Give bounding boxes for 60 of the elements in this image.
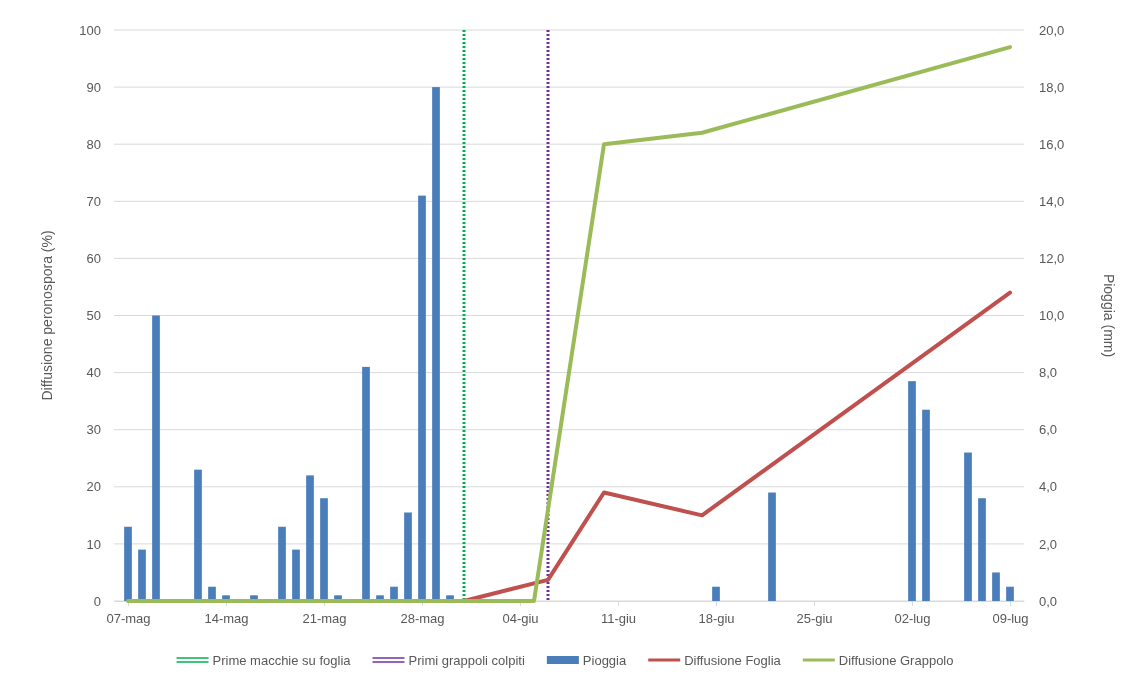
x-tick-label: 02-lug xyxy=(894,611,931,627)
bar xyxy=(320,498,328,601)
bar xyxy=(292,549,300,601)
y-tick-label: 100 xyxy=(79,22,101,38)
y2-tick-label: 0,0 xyxy=(1039,593,1058,609)
bar xyxy=(712,586,720,601)
y2-tick-label: 18,0 xyxy=(1039,79,1065,95)
y-tick-label: 0 xyxy=(93,593,101,609)
bar xyxy=(432,87,440,601)
x-tick-label: 14-mag xyxy=(204,611,249,627)
x-tick-label: 11-giu xyxy=(600,611,637,627)
line-series xyxy=(126,45,1012,603)
bar xyxy=(306,475,314,601)
y-tick-label: 40 xyxy=(86,365,101,381)
y2-tick-label: 6,0 xyxy=(1039,422,1058,438)
bar xyxy=(278,526,286,601)
bar xyxy=(768,492,776,601)
x-tick-label: 28-mag xyxy=(400,611,445,627)
y-tick-label: 80 xyxy=(86,136,101,152)
y-tick-label: 10 xyxy=(86,536,101,552)
bar xyxy=(908,381,916,601)
legend-label: Prime macchie su foglia xyxy=(212,652,352,668)
y-tick-label: 50 xyxy=(86,308,101,324)
bar xyxy=(152,315,160,601)
y-tick-label: 30 xyxy=(86,422,101,438)
y2-tick-label: 4,0 xyxy=(1039,479,1058,495)
bar xyxy=(418,195,426,601)
y2-tick-label: 12,0 xyxy=(1039,251,1065,267)
x-tick-label: 25-giu xyxy=(796,611,833,627)
y2-tick-label: 8,0 xyxy=(1039,365,1058,381)
y-tick-label: 70 xyxy=(86,193,101,209)
bar xyxy=(922,409,930,601)
y2-tick-label: 16,0 xyxy=(1039,136,1065,152)
x-tick-label: 07-mag xyxy=(106,611,151,627)
bar xyxy=(194,469,202,601)
y2-tick-label: 14,0 xyxy=(1039,193,1065,209)
x-tick-label: 21-mag xyxy=(302,611,347,627)
y2-tick-label: 20,0 xyxy=(1039,22,1065,38)
legend-label: Primi grappoli colpiti xyxy=(408,652,525,668)
x-tick-label: 09-lug xyxy=(992,611,1029,627)
legend-label: Pioggia xyxy=(582,652,627,668)
y2-tick-label: 10,0 xyxy=(1039,308,1065,324)
bar xyxy=(124,526,132,601)
legend-label: Diffusione Grappolo xyxy=(838,652,954,668)
bar xyxy=(138,549,146,601)
bar xyxy=(964,452,972,601)
y-tick-label: 20 xyxy=(86,479,101,495)
x-tick-label: 04-giu xyxy=(502,611,539,627)
legend-label: Diffusione Foglia xyxy=(684,652,782,668)
y2-tick-label: 2,0 xyxy=(1039,536,1058,552)
x-tick-label: 18-giu xyxy=(698,611,735,627)
y-tick-label: 90 xyxy=(86,79,101,95)
y-tick-label: 60 xyxy=(86,251,101,267)
y-axis-title: Diffusione peronospora (%) xyxy=(39,230,55,401)
bar xyxy=(404,512,412,601)
bar xyxy=(992,572,1000,601)
y2-axis-title: Pioggia (mm) xyxy=(1101,273,1117,358)
bar xyxy=(362,366,370,601)
bar xyxy=(1006,586,1014,601)
bar xyxy=(978,498,986,601)
